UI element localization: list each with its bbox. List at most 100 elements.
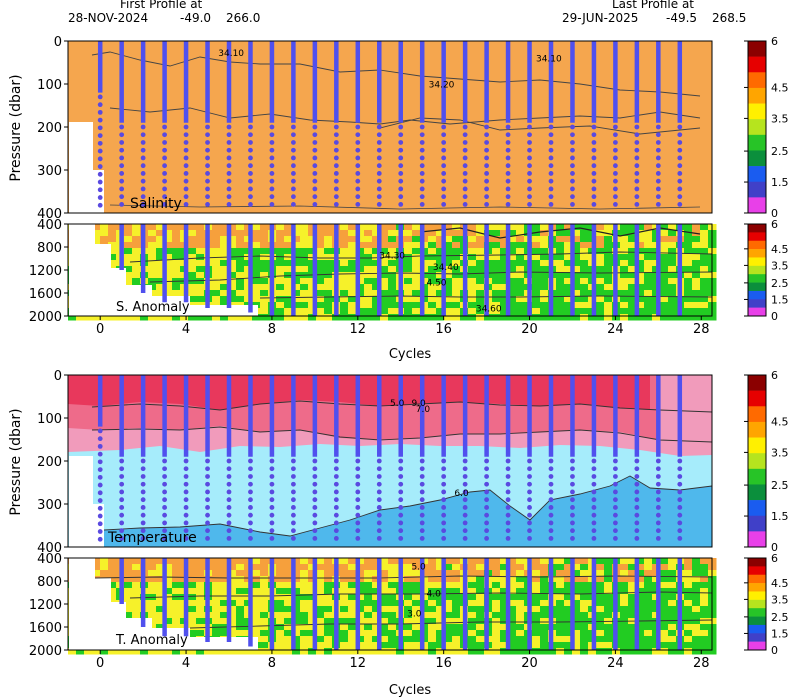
profile-dot (634, 147, 640, 153)
heatmap-cell (284, 272, 293, 279)
heatmap-cell (300, 618, 309, 625)
heatmap-cell (252, 284, 261, 291)
profile-dot (376, 140, 382, 145)
heatmap-cell (108, 558, 117, 565)
profile-dot (527, 458, 532, 464)
heatmap-cell (468, 576, 477, 583)
heatmap-cell (228, 600, 237, 607)
profile-dot (419, 124, 425, 130)
heatmap-cell (476, 254, 485, 261)
heatmap-cell (540, 618, 549, 625)
heatmap-cell (172, 618, 181, 625)
heatmap-cell (540, 582, 549, 589)
heatmap-cell (196, 588, 205, 595)
heatmap-cell (156, 588, 165, 595)
heatmap-cell (212, 618, 221, 625)
colorbar-swatch (748, 72, 766, 89)
heatmap-cell (556, 302, 565, 309)
heatmap-cell (164, 272, 173, 279)
profile-dot (205, 466, 210, 472)
heatmap-cell (260, 588, 269, 595)
heatmap-cell (380, 230, 389, 237)
profile-dot (205, 178, 210, 184)
heatmap-cell (708, 648, 717, 655)
heatmap-cell (228, 236, 237, 243)
profile-dot (548, 474, 554, 479)
heatmap-cell (236, 594, 245, 601)
heatmap-cell (660, 224, 669, 231)
heatmap-cell (284, 278, 293, 285)
heatmap-cell (236, 576, 245, 583)
heatmap-cell (516, 636, 525, 643)
heatmap-cell (596, 582, 605, 589)
heatmap-cell (316, 576, 325, 583)
x-tick-label: 16 (435, 322, 452, 337)
heatmap-cell (316, 290, 325, 297)
heatmap-cell (220, 576, 229, 583)
heatmap-cell (188, 224, 197, 231)
profile-dot (655, 520, 661, 526)
colorbar-frame (747, 557, 767, 651)
heatmap-cell (372, 594, 381, 601)
heatmap-cell (452, 642, 461, 649)
heatmap-cell (156, 648, 165, 655)
profile-dot (548, 140, 554, 145)
profile-dot (183, 489, 189, 495)
profile-dot (97, 125, 103, 131)
heatmap-cell (508, 284, 517, 291)
profile-dot (183, 186, 189, 192)
heatmap-cell (452, 576, 461, 583)
heatmap-cell (372, 230, 381, 237)
colorbar-swatch (748, 119, 766, 136)
colorbar-swatch (748, 558, 766, 567)
heatmap-cell (84, 648, 93, 655)
heatmap-cell (468, 630, 477, 637)
heatmap-cell (380, 624, 389, 631)
contour-label: 4.50 (426, 279, 446, 289)
heatmap-cell (516, 570, 525, 577)
heatmap-cell (452, 564, 461, 571)
profile-dot (505, 155, 511, 161)
heatmap-cell (276, 606, 285, 613)
profile-dot (613, 474, 618, 479)
heatmap-cell (404, 236, 413, 243)
salinity-panel-label: Salinity (130, 196, 182, 212)
heatmap-cell (220, 594, 229, 601)
profile-dot (183, 458, 189, 464)
profile-dot (333, 178, 339, 184)
heatmap-cell (540, 642, 549, 649)
heatmap-cell (316, 618, 325, 625)
heatmap-cell (284, 236, 293, 243)
profile-dot (398, 163, 404, 169)
heatmap-cell (508, 624, 517, 631)
heatmap-cell (292, 302, 301, 309)
profile-dot (291, 124, 296, 130)
heatmap-cell (660, 248, 669, 255)
profile-dot (613, 132, 618, 138)
profile-dot (441, 132, 447, 138)
profile-dot (355, 497, 361, 503)
heatmap-cell (276, 284, 285, 291)
heatmap-cell (356, 594, 365, 601)
heatmap-cell (644, 308, 653, 315)
heatmap-cell (444, 236, 453, 243)
heatmap-cell (676, 314, 685, 321)
heatmap-cell (452, 224, 461, 231)
profile-dot (484, 481, 489, 487)
heatmap-cell (164, 606, 173, 613)
heatmap-cell (580, 254, 589, 261)
profile-dot (376, 186, 382, 192)
heatmap-cell (644, 570, 653, 577)
heatmap-cell (452, 296, 461, 303)
heatmap-cell (212, 224, 221, 231)
heatmap-cell (564, 636, 573, 643)
heatmap-cell (324, 272, 333, 279)
profile-dot (312, 512, 318, 518)
profile-dot (441, 171, 447, 176)
heatmap-cell (196, 624, 205, 631)
profile-dot (291, 163, 296, 169)
profile-dot (162, 458, 168, 464)
y-tick-label: 1200 (29, 598, 62, 613)
heatmap-cell (604, 624, 613, 631)
